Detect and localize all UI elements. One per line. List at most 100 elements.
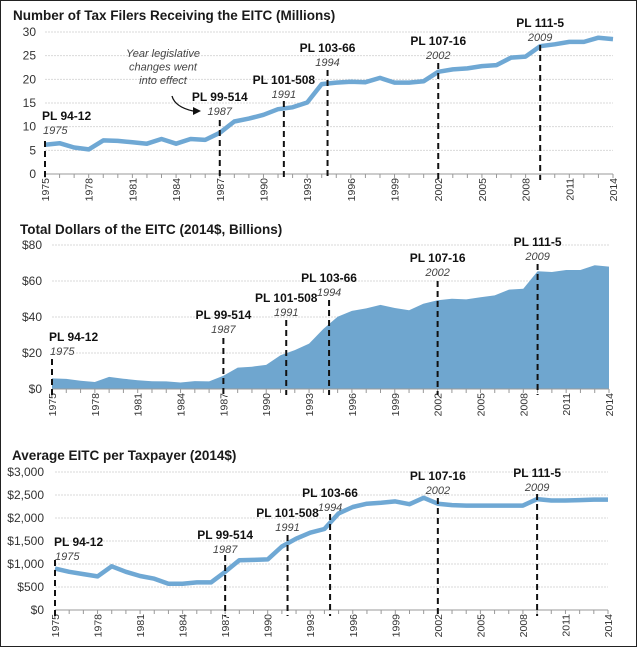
x-tick-label: 1990 <box>263 614 275 638</box>
legislation-year: 2002 <box>425 50 450 62</box>
y-tick-label: $500 <box>17 580 44 594</box>
x-tick-label: 1987 <box>218 393 230 417</box>
x-tick-label: 1984 <box>171 178 183 202</box>
y-tick-label: 25 <box>23 49 37 63</box>
x-tick-label: 2008 <box>518 614 530 638</box>
legislation-label: PL 94-12 <box>42 109 91 123</box>
x-tick-label: 2011 <box>560 614 572 637</box>
legislation-label: PL 111-5 <box>514 235 562 249</box>
annotation-arrowhead-icon <box>193 107 201 115</box>
x-tick-label: 2008 <box>518 393 530 417</box>
legislation-label: PL 103-66 <box>300 41 356 55</box>
x-tick-label: 2014 <box>608 178 620 202</box>
legislation-year: 2009 <box>527 32 552 44</box>
y-tick-label: $20 <box>22 346 42 360</box>
y-tick-label: $0 <box>31 603 45 617</box>
legislation-year: 1975 <box>55 551 80 563</box>
x-tick-label: 1996 <box>346 178 358 202</box>
x-tick-label: 1999 <box>390 614 402 638</box>
x-tick-label: 2002 <box>433 393 445 417</box>
chart-title: Average EITC per Taxpayer (2014$) <box>12 448 236 463</box>
y-tick-label: 30 <box>23 25 37 39</box>
annotation-text: changes went <box>129 62 198 74</box>
x-tick-label: 2005 <box>475 393 487 417</box>
x-tick-label: 2002 <box>433 178 445 202</box>
legislation-label: PL 103-66 <box>301 271 357 285</box>
legislation-label: PL 107-16 <box>410 251 466 265</box>
x-tick-label: 2005 <box>475 614 487 638</box>
line-series <box>44 35 614 152</box>
legislation-year: 1991 <box>274 307 298 319</box>
y-tick-label: $0 <box>29 382 43 396</box>
x-tick-label: 1993 <box>305 614 317 638</box>
x-tick-label: 1993 <box>302 178 314 202</box>
x-tick-label: 1975 <box>40 178 52 202</box>
chart-panel-1: Number of Tax Filers Receiving the EITC … <box>13 8 620 201</box>
x-tick-label: 1993 <box>304 393 316 417</box>
legislation-year: 1994 <box>317 287 341 299</box>
legislation-year: 1975 <box>50 346 75 358</box>
x-tick-label: 2005 <box>477 178 489 202</box>
chart-title: Number of Tax Filers Receiving the EITC … <box>13 8 335 23</box>
x-tick-label: 1984 <box>178 614 190 638</box>
x-tick-label: 2002 <box>433 614 445 638</box>
x-tick-label: 2008 <box>521 178 533 202</box>
legislation-label: PL 94-12 <box>54 535 103 549</box>
chart-title: Total Dollars of the EITC (2014$, Billio… <box>20 222 282 237</box>
x-tick-label: 1996 <box>347 393 359 417</box>
x-tick-label: 2011 <box>561 393 573 416</box>
x-tick-label: 1981 <box>133 393 145 417</box>
x-tick-label: 1978 <box>84 178 96 202</box>
legislation-label: PL 111-5 <box>516 16 564 30</box>
y-tick-label: $1,000 <box>7 557 44 571</box>
x-tick-label: 2011 <box>564 178 576 201</box>
line-series <box>54 495 608 587</box>
legislation-year: 2009 <box>524 482 549 494</box>
legislation-year: 1987 <box>213 544 238 556</box>
x-tick-label: 1984 <box>176 393 188 417</box>
legislation-label: PL 99-514 <box>195 308 251 322</box>
area-series <box>52 265 609 389</box>
legislation-year: 2009 <box>524 251 549 263</box>
annotation-text: Year legislative <box>126 48 200 60</box>
legislation-label: PL 99-514 <box>192 90 248 104</box>
y-tick-label: 0 <box>29 167 36 181</box>
legislation-year: 2002 <box>425 485 450 497</box>
x-tick-label: 2014 <box>603 614 615 638</box>
x-tick-label: 1999 <box>390 178 402 202</box>
y-tick-label: $2,500 <box>7 488 44 502</box>
x-tick-label: 1990 <box>261 393 273 417</box>
x-tick-label: 1978 <box>93 614 105 638</box>
legislation-year: 1994 <box>315 57 339 69</box>
legislation-year: 1991 <box>275 522 299 534</box>
legislation-label: PL 101-508 <box>253 73 316 87</box>
x-tick-label: 1999 <box>390 393 402 417</box>
chart-panel-2: Total Dollars of the EITC (2014$, Billio… <box>20 222 616 416</box>
x-tick-label: 1990 <box>258 178 270 202</box>
y-tick-label: 5 <box>29 143 36 157</box>
annotation-text: into effect <box>139 75 188 87</box>
x-tick-label: 1981 <box>127 178 139 202</box>
x-tick-label: 2014 <box>604 393 616 417</box>
y-tick-label: $3,000 <box>7 465 44 479</box>
x-tick-label: 1975 <box>47 393 59 417</box>
legislation-label: PL 103-66 <box>302 486 358 500</box>
legislation-year: 2002 <box>424 267 449 279</box>
legislation-label: PL 107-16 <box>410 469 466 483</box>
x-tick-label: 1981 <box>135 614 147 638</box>
y-tick-label: 15 <box>23 96 37 110</box>
legislation-label: PL 101-508 <box>255 291 318 305</box>
legislation-year: 1987 <box>208 106 233 118</box>
y-tick-label: 20 <box>23 72 37 86</box>
y-tick-label: $2,000 <box>7 511 44 525</box>
x-tick-label: 1978 <box>90 393 102 417</box>
y-tick-label: $60 <box>22 274 42 288</box>
annotation-arrow <box>171 95 194 112</box>
y-tick-label: $40 <box>22 310 42 324</box>
legislation-label: PL 101-508 <box>256 506 319 520</box>
x-tick-label: 1987 <box>215 178 227 202</box>
legislation-year: 1991 <box>272 89 296 101</box>
y-tick-label: 10 <box>23 120 37 134</box>
x-tick-label: 1975 <box>50 614 62 638</box>
